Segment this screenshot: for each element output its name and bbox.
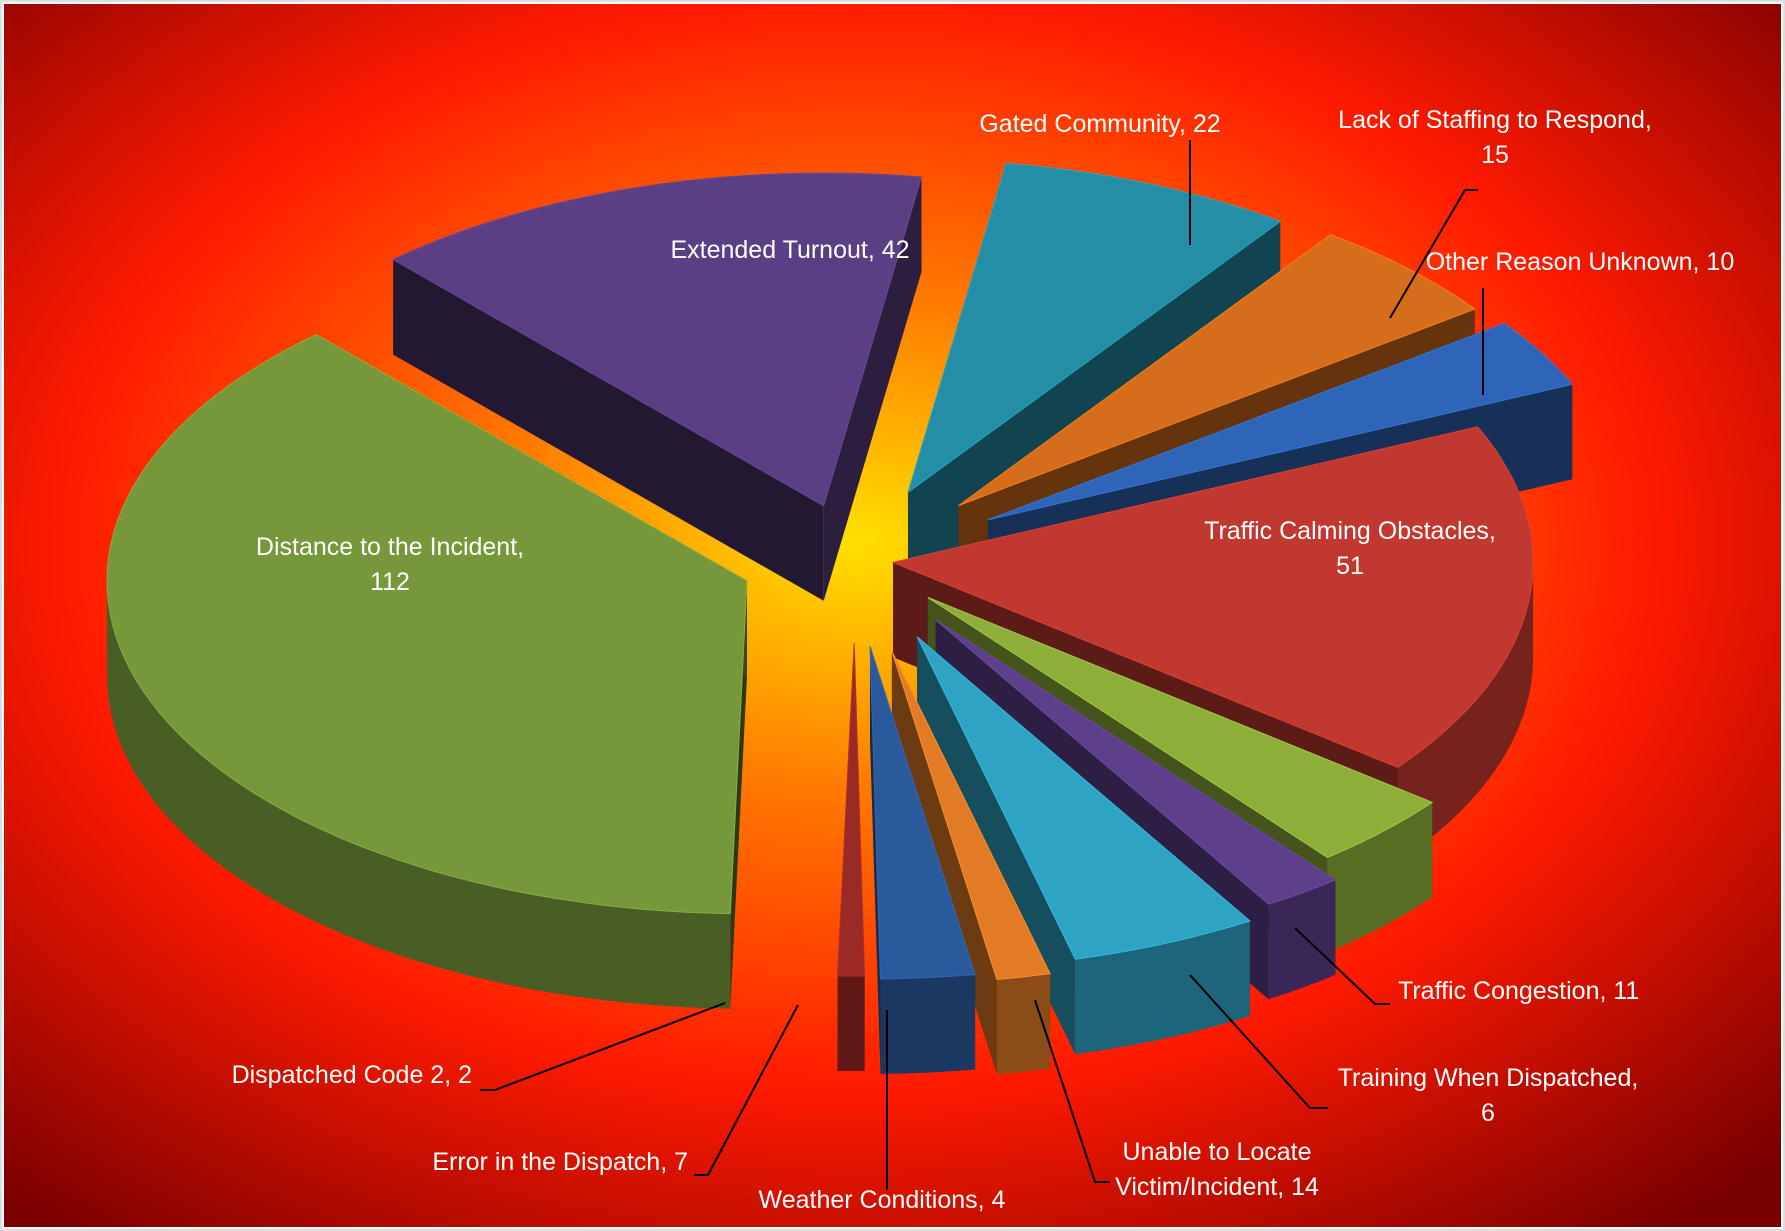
- slice-top: [935, 619, 1337, 905]
- slice-side: [996, 973, 1051, 1075]
- slice-side: [1075, 920, 1250, 1055]
- pie-slices: [106, 162, 1574, 1075]
- leader-line: [694, 1004, 799, 1176]
- data-label-training-when-dispatched: Training When Dispatched, 6: [1338, 1064, 1639, 1127]
- data-label-lack-of-staffing-to-respond: Lack of Staffing to Respond, 15: [1338, 106, 1652, 169]
- data-label-distance-to-the-incident: Distance to the Incident, 112: [256, 533, 524, 596]
- slice-side: [1268, 879, 1336, 1000]
- data-label-weather-conditions: Weather Conditions, 4: [759, 1186, 1006, 1214]
- slice-top: [987, 322, 1574, 521]
- pie-slice-distance-to-the-incident: [106, 334, 748, 1009]
- leader-line: [1034, 999, 1110, 1183]
- slice-wall: [823, 176, 922, 601]
- data-label-error-in-the-dispatch: Error in the Dispatch, 7: [432, 1148, 688, 1176]
- slice-wall: [870, 646, 881, 1074]
- slice-top: [927, 596, 1434, 858]
- slice-side: [1397, 562, 1534, 863]
- pie-slice-error-in-the-dispatch: [869, 646, 976, 1074]
- slice-side: [880, 974, 976, 1074]
- slice-wall: [393, 259, 824, 601]
- slice-top: [392, 172, 923, 507]
- slice-side: [1327, 802, 1433, 953]
- slice-top: [106, 334, 748, 915]
- data-label-gated-community: Gated Community, 22: [979, 110, 1220, 138]
- data-label-other-reason-unknown: Other Reason Unknown, 10: [1426, 248, 1735, 276]
- data-label-traffic-congestion: Traffic Congestion, 11: [1398, 977, 1639, 1005]
- leader-line: [1294, 927, 1390, 1005]
- slice-top: [891, 650, 1051, 981]
- slice-wall: [730, 580, 747, 1009]
- pie-slice-dispatched-code-2: [836, 643, 866, 1071]
- leader-line: [480, 1002, 726, 1091]
- data-label-extended-turnout: Extended Turnout, 42: [670, 236, 909, 264]
- slice-top: [916, 636, 1251, 960]
- data-labels: Distance to the Incident, 112 Extended Tur…: [232, 106, 1735, 1214]
- leader-line: [1389, 189, 1478, 319]
- slice-top: [958, 234, 1476, 507]
- data-label-traffic-calming-obstacles: Traffic Calming Obstacles, 51: [1204, 517, 1496, 580]
- data-label-dispatched-code-2: Dispatched Code 2, 2: [232, 1061, 472, 1089]
- slice-top: [891, 426, 1534, 768]
- pie-slice-weather-conditions: [891, 650, 1051, 1075]
- pie-slice-extended-turnout: [392, 172, 923, 601]
- data-label-unable-to-locate-victim-incident: Unable to Locate Victim/Incident, 14: [1115, 1138, 1319, 1201]
- slice-top: [836, 643, 866, 977]
- slice-side: [837, 975, 865, 1071]
- slice-top: [907, 162, 1282, 494]
- slice-top: [869, 646, 976, 980]
- leader-line: [1189, 974, 1328, 1109]
